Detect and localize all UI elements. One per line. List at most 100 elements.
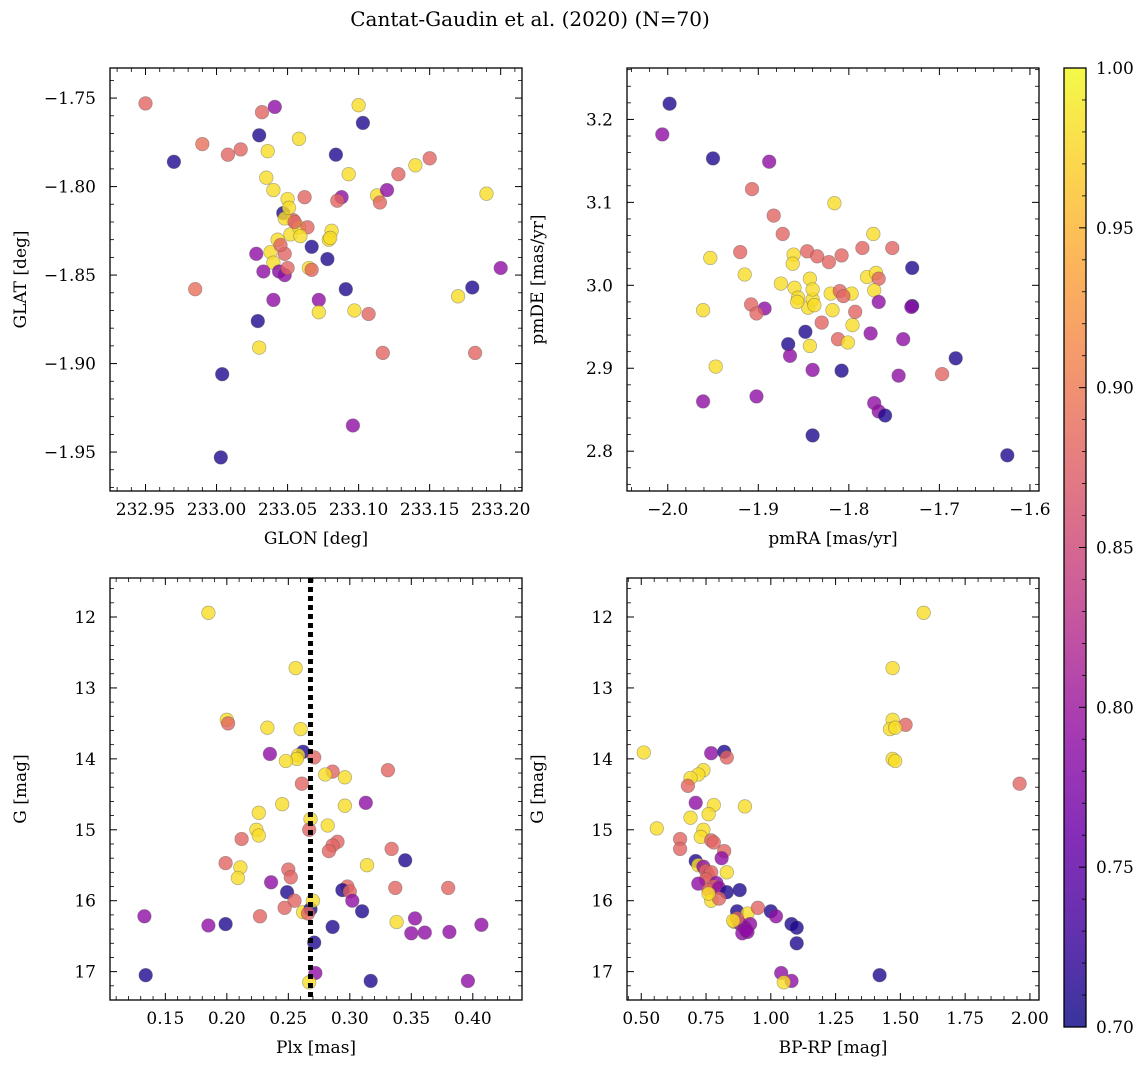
data-point: [703, 250, 718, 266]
x-axis-label: Plx [mas]: [276, 1038, 356, 1058]
x-tick-label: 233.20: [471, 500, 530, 520]
colorbar-tick-label: 0.90: [1096, 379, 1134, 399]
data-point: [188, 282, 203, 297]
data-point: [252, 340, 267, 355]
data-point: [273, 237, 288, 253]
x-tick-label: −1.7: [919, 500, 960, 520]
data-point: [662, 96, 677, 111]
data-point: [866, 226, 881, 242]
data-point: [636, 745, 651, 760]
panel-proper-motion: −2.0 −1.9 −1.8 −1.7 −1.6 2.8 2.9 3.0 3.1 3.2 pmRA …: [528, 67, 1051, 549]
data-point: [361, 306, 376, 322]
data-point: [714, 851, 729, 866]
data-point: [904, 299, 919, 315]
data-point: [1000, 448, 1015, 463]
x-tick-label: 0.35: [392, 1009, 430, 1029]
panel-cmd: 0.50 0.75 1.00 1.25 1.50 1.75 2.00 12 13 14 15 16 17…: [528, 577, 1049, 1058]
data-point: [474, 917, 489, 932]
data-point: [836, 288, 851, 304]
data-point: [195, 136, 210, 152]
data-point: [218, 855, 233, 871]
x-tick-label: 1.00: [752, 1009, 790, 1029]
data-point: [311, 305, 326, 320]
data-point: [345, 418, 361, 433]
data-point: [798, 324, 813, 339]
data-point: [896, 332, 911, 347]
data-point: [706, 835, 721, 850]
data-point: [680, 778, 696, 793]
data-point: [460, 973, 476, 989]
data-point: [479, 186, 494, 201]
x-tick-label: −1.8: [828, 500, 869, 520]
x-tick-label: 232.95: [116, 500, 175, 520]
colorbar-tick-label: 0.85: [1096, 539, 1134, 559]
data-point: [814, 315, 829, 330]
data-point: [254, 105, 270, 120]
data-point: [789, 920, 804, 935]
data-point: [266, 292, 281, 308]
data-point: [649, 821, 664, 836]
data-point: [328, 147, 344, 162]
data-point: [790, 294, 805, 310]
y-tick-label: 14: [591, 750, 613, 770]
data-point: [934, 366, 950, 382]
data-point: [834, 248, 849, 263]
data-point: [888, 753, 903, 769]
x-tick-label: 0.40: [454, 1009, 492, 1029]
data-point: [375, 345, 390, 361]
data-point: [805, 428, 820, 443]
data-point: [233, 142, 248, 157]
y-tick-label: −1.75: [44, 89, 96, 109]
y-tick-label: 16: [591, 892, 613, 912]
data-point: [287, 214, 302, 230]
y-tick-label: 12: [591, 608, 613, 628]
data-point: [701, 886, 716, 901]
data-point: [220, 147, 236, 162]
data-point: [337, 770, 353, 785]
scatter-points: [137, 605, 489, 990]
figure-title: Cantat-Gaudin et al. (2020) (N=70): [350, 7, 710, 31]
x-tick-label: 0.15: [146, 1009, 184, 1029]
x-axis-label: GLON [deg]: [264, 529, 368, 549]
y-tick-label: 3.0: [586, 276, 613, 296]
data-point: [948, 351, 963, 366]
data-point: [766, 208, 781, 223]
data-point: [773, 276, 789, 291]
data-point: [744, 181, 760, 197]
data-point: [259, 170, 274, 185]
data-point: [885, 660, 900, 676]
y-tick-label: −1.85: [44, 266, 96, 286]
data-point: [404, 926, 419, 941]
x-tick-label: 1.75: [946, 1009, 984, 1029]
panel-g-vs-plx: 0.15 0.20 0.25 0.30 0.35 0.40 12 13 14 15 16 17 Plx …: [11, 577, 523, 1058]
y-tick-label: 2.9: [586, 359, 613, 379]
data-point: [1012, 776, 1027, 791]
data-point: [341, 167, 356, 182]
data-point: [201, 605, 216, 620]
x-tick-label: 0.50: [622, 1009, 660, 1029]
data-point: [137, 909, 152, 924]
data-point: [888, 720, 903, 735]
data-point: [825, 303, 840, 318]
x-tick-label: 233.00: [187, 500, 246, 520]
data-point: [388, 880, 403, 896]
plot-area: [627, 578, 1039, 1000]
y-tick-label: 13: [591, 679, 613, 699]
data-point: [775, 226, 790, 242]
data-point: [278, 753, 294, 769]
x-tick-label: 233.15: [400, 500, 459, 520]
data-point: [719, 750, 734, 765]
data-point: [704, 746, 719, 761]
data-point: [749, 389, 764, 404]
x-axis-label: BP-RP [mag]: [779, 1038, 888, 1058]
data-point: [263, 875, 279, 890]
data-point: [672, 841, 688, 857]
data-point: [683, 810, 698, 825]
data-point: [359, 858, 375, 873]
x-tick-label: −1.6: [1009, 500, 1050, 520]
y-tick-label: 3.2: [586, 110, 613, 130]
data-point: [252, 128, 267, 143]
data-point: [737, 267, 752, 282]
data-point: [293, 228, 308, 244]
